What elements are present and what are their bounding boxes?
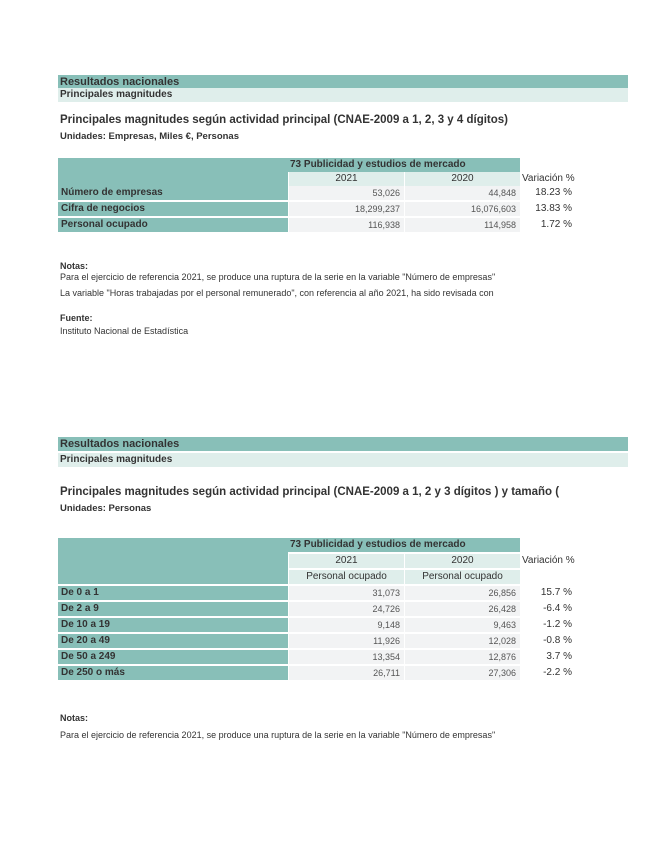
col-header-2021: 2021 <box>289 554 404 568</box>
variation-value: -1.2 % <box>543 619 572 630</box>
value-2020: 26,856 <box>405 586 520 600</box>
variation-value: 13.83 % <box>535 203 572 214</box>
value-2020: 12,876 <box>405 650 520 664</box>
value-2021: 13,354 <box>289 650 404 664</box>
note-line: La variable "Horas trabajadas por el per… <box>60 288 494 298</box>
row-label: Personal ocupado <box>58 218 288 232</box>
section-band-title: Resultados nacionales <box>58 75 628 89</box>
subheader-2020: Personal ocupado <box>405 570 520 584</box>
source-text: Instituto Nacional de Estadística <box>60 326 189 336</box>
row-label: Número de empresas <box>58 186 288 200</box>
value-2020: 114,958 <box>405 218 520 232</box>
value-2021: 9,148 <box>289 618 404 632</box>
value-2021: 31,073 <box>289 586 404 600</box>
group-header: 73 Publicidad y estudios de mercado <box>288 538 520 552</box>
variation-value: 15.7 % <box>540 587 572 598</box>
value-2021: 11,926 <box>289 634 404 648</box>
notes-label: Notas: <box>60 713 89 723</box>
value-2021: 18,299,237 <box>289 202 404 216</box>
variation-value: 1.72 % <box>540 219 572 230</box>
value-2020: 44,848 <box>405 186 520 200</box>
table-corner <box>58 538 288 584</box>
units-label: Unidades: Empresas, Miles €, Personas <box>60 131 239 142</box>
table-title: Principales magnitudes según actividad p… <box>60 114 508 126</box>
row-label: De 0 a 1 <box>58 586 288 600</box>
value-2020: 27,306 <box>405 666 520 680</box>
value-2020: 12,028 <box>405 634 520 648</box>
col-header-2021: 2021 <box>289 172 404 186</box>
row-label: De 2 a 9 <box>58 602 288 616</box>
col-header-2020: 2020 <box>405 554 520 568</box>
table-corner <box>58 158 288 186</box>
section-band-subtitle: Principales magnitudes <box>58 453 628 467</box>
value-2020: 16,076,603 <box>405 202 520 216</box>
col-header-2020: 2020 <box>405 172 520 186</box>
col-header-variation: Variación % <box>522 173 575 184</box>
section-band-subtitle: Principales magnitudes <box>58 88 628 102</box>
value-2021: 24,726 <box>289 602 404 616</box>
variation-value: -6.4 % <box>543 603 572 614</box>
source-label: Fuente: <box>60 313 93 323</box>
value-2021: 116,938 <box>289 218 404 232</box>
variation-value: 18.23 % <box>535 187 572 198</box>
row-label: De 50 a 249 <box>58 650 288 664</box>
notes-label: Notas: <box>60 261 89 271</box>
row-label: Cifra de negocios <box>58 202 288 216</box>
variation-value: -0.8 % <box>543 635 572 646</box>
value-2021: 53,026 <box>289 186 404 200</box>
value-2020: 26,428 <box>405 602 520 616</box>
note-line: Para el ejercicio de referencia 2021, se… <box>60 730 496 740</box>
row-label: De 250 o más <box>58 666 288 680</box>
col-header-variation: Variación % <box>522 555 575 566</box>
variation-value: 3.7 % <box>546 651 572 662</box>
row-label: De 20 a 49 <box>58 634 288 648</box>
row-label: De 10 a 19 <box>58 618 288 632</box>
group-header: 73 Publicidad y estudios de mercado <box>288 158 520 172</box>
section-band-title: Resultados nacionales <box>58 437 628 451</box>
variation-value: -2.2 % <box>543 667 572 678</box>
table-title: Principales magnitudes según actividad p… <box>60 486 560 498</box>
units-label: Unidades: Personas <box>60 503 152 514</box>
note-line: Para el ejercicio de referencia 2021, se… <box>60 272 496 282</box>
value-2021: 26,711 <box>289 666 404 680</box>
subheader-2021: Personal ocupado <box>289 570 404 584</box>
value-2020: 9,463 <box>405 618 520 632</box>
